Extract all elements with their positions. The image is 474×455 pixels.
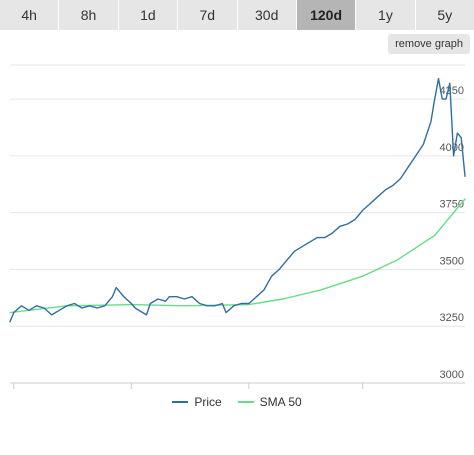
tab-1d[interactable]: 1d	[118, 0, 179, 30]
legend-swatch	[237, 401, 254, 403]
legend-item-price[interactable]: Price	[172, 395, 222, 409]
tab-1y[interactable]: 1y	[356, 0, 416, 30]
price-line	[9, 77, 466, 323]
y-tick-label: 4000	[440, 142, 464, 154]
legend-label: SMA 50	[259, 395, 302, 409]
price-chart: 300032503500375040004250Jul '25Aug '25Se…	[9, 64, 466, 389]
y-tick-label: 4250	[440, 85, 464, 97]
legend-item-sma-50[interactable]: SMA 50	[237, 395, 302, 409]
y-tick-label: 3250	[440, 312, 464, 324]
tab-4h[interactable]: 4h	[0, 0, 60, 30]
sma-50-line	[9, 198, 466, 314]
y-tick-label: 3500	[440, 255, 464, 267]
tab-8h[interactable]: 8h	[59, 0, 119, 30]
y-tick-label: 3000	[440, 369, 464, 381]
legend-label: Price	[194, 395, 222, 409]
tab-7d[interactable]: 7d	[178, 0, 238, 30]
legend-swatch	[172, 401, 189, 403]
chart-legend: Price SMA 50	[0, 392, 474, 410]
tab-120d[interactable]: 120d	[296, 0, 357, 30]
tab-30d[interactable]: 30d	[237, 0, 297, 30]
timeframe-tabs: 4h 8h 1d 7d 30d 120d 1y 5y	[0, 0, 474, 30]
tab-5y[interactable]: 5y	[415, 0, 474, 30]
remove-graph-button[interactable]: remove graph	[388, 34, 470, 54]
